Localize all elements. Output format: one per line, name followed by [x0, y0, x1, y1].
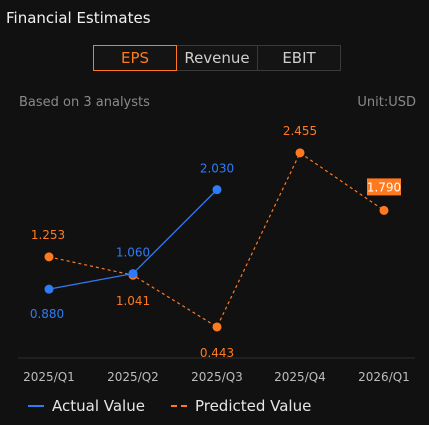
data-point-actual[interactable] — [128, 269, 138, 279]
data-label-actual: 2.030 — [200, 162, 234, 176]
legend-predicted[interactable]: Predicted Value — [170, 397, 312, 415]
chart-legend: Actual Value Predicted Value — [28, 397, 337, 415]
data-label-predicted: 1.253 — [31, 228, 65, 242]
legend-actual-swatch — [28, 405, 44, 407]
data-label-predicted: 2.455 — [283, 124, 317, 138]
data-point-predicted[interactable] — [212, 322, 222, 332]
metric-tabs: EPS Revenue EBIT — [93, 45, 341, 71]
x-tick-label: 2025/Q2 — [107, 370, 159, 384]
x-tick-label: 2026/Q1 — [358, 370, 410, 384]
tab-eps[interactable]: EPS — [93, 45, 177, 71]
series-line-predicted — [48, 151, 385, 328]
x-tick-label: 2025/Q1 — [23, 370, 75, 384]
data-point-predicted[interactable] — [44, 252, 54, 262]
highlight-label-box — [367, 178, 401, 196]
x-tick-label: 2025/Q3 — [191, 370, 243, 384]
unit-label: Unit:USD — [357, 95, 416, 110]
data-point-actual[interactable] — [44, 284, 54, 294]
legend-actual[interactable]: Actual Value — [28, 397, 145, 415]
data-point-predicted[interactable] — [295, 148, 305, 158]
legend-actual-label: Actual Value — [52, 397, 145, 415]
data-point-actual[interactable] — [212, 185, 222, 195]
page-title: Financial Estimates — [6, 9, 151, 27]
data-point-predicted[interactable] — [379, 205, 389, 215]
tab-ebit[interactable]: EBIT — [258, 45, 341, 71]
data-label-predicted: 1.790 — [367, 180, 401, 194]
data-label-predicted: 1.041 — [116, 294, 150, 308]
tab-revenue[interactable]: Revenue — [177, 45, 258, 71]
legend-predicted-label: Predicted Value — [194, 397, 312, 415]
data-label-actual: 1.060 — [116, 246, 150, 260]
x-tick-label: 2025/Q4 — [274, 370, 326, 384]
data-label-actual: 0.880 — [30, 307, 64, 321]
data-label-predicted: 0.443 — [200, 346, 234, 360]
analyst-count: Based on 3 analysts — [19, 95, 150, 110]
legend-predicted-swatch — [170, 405, 187, 407]
